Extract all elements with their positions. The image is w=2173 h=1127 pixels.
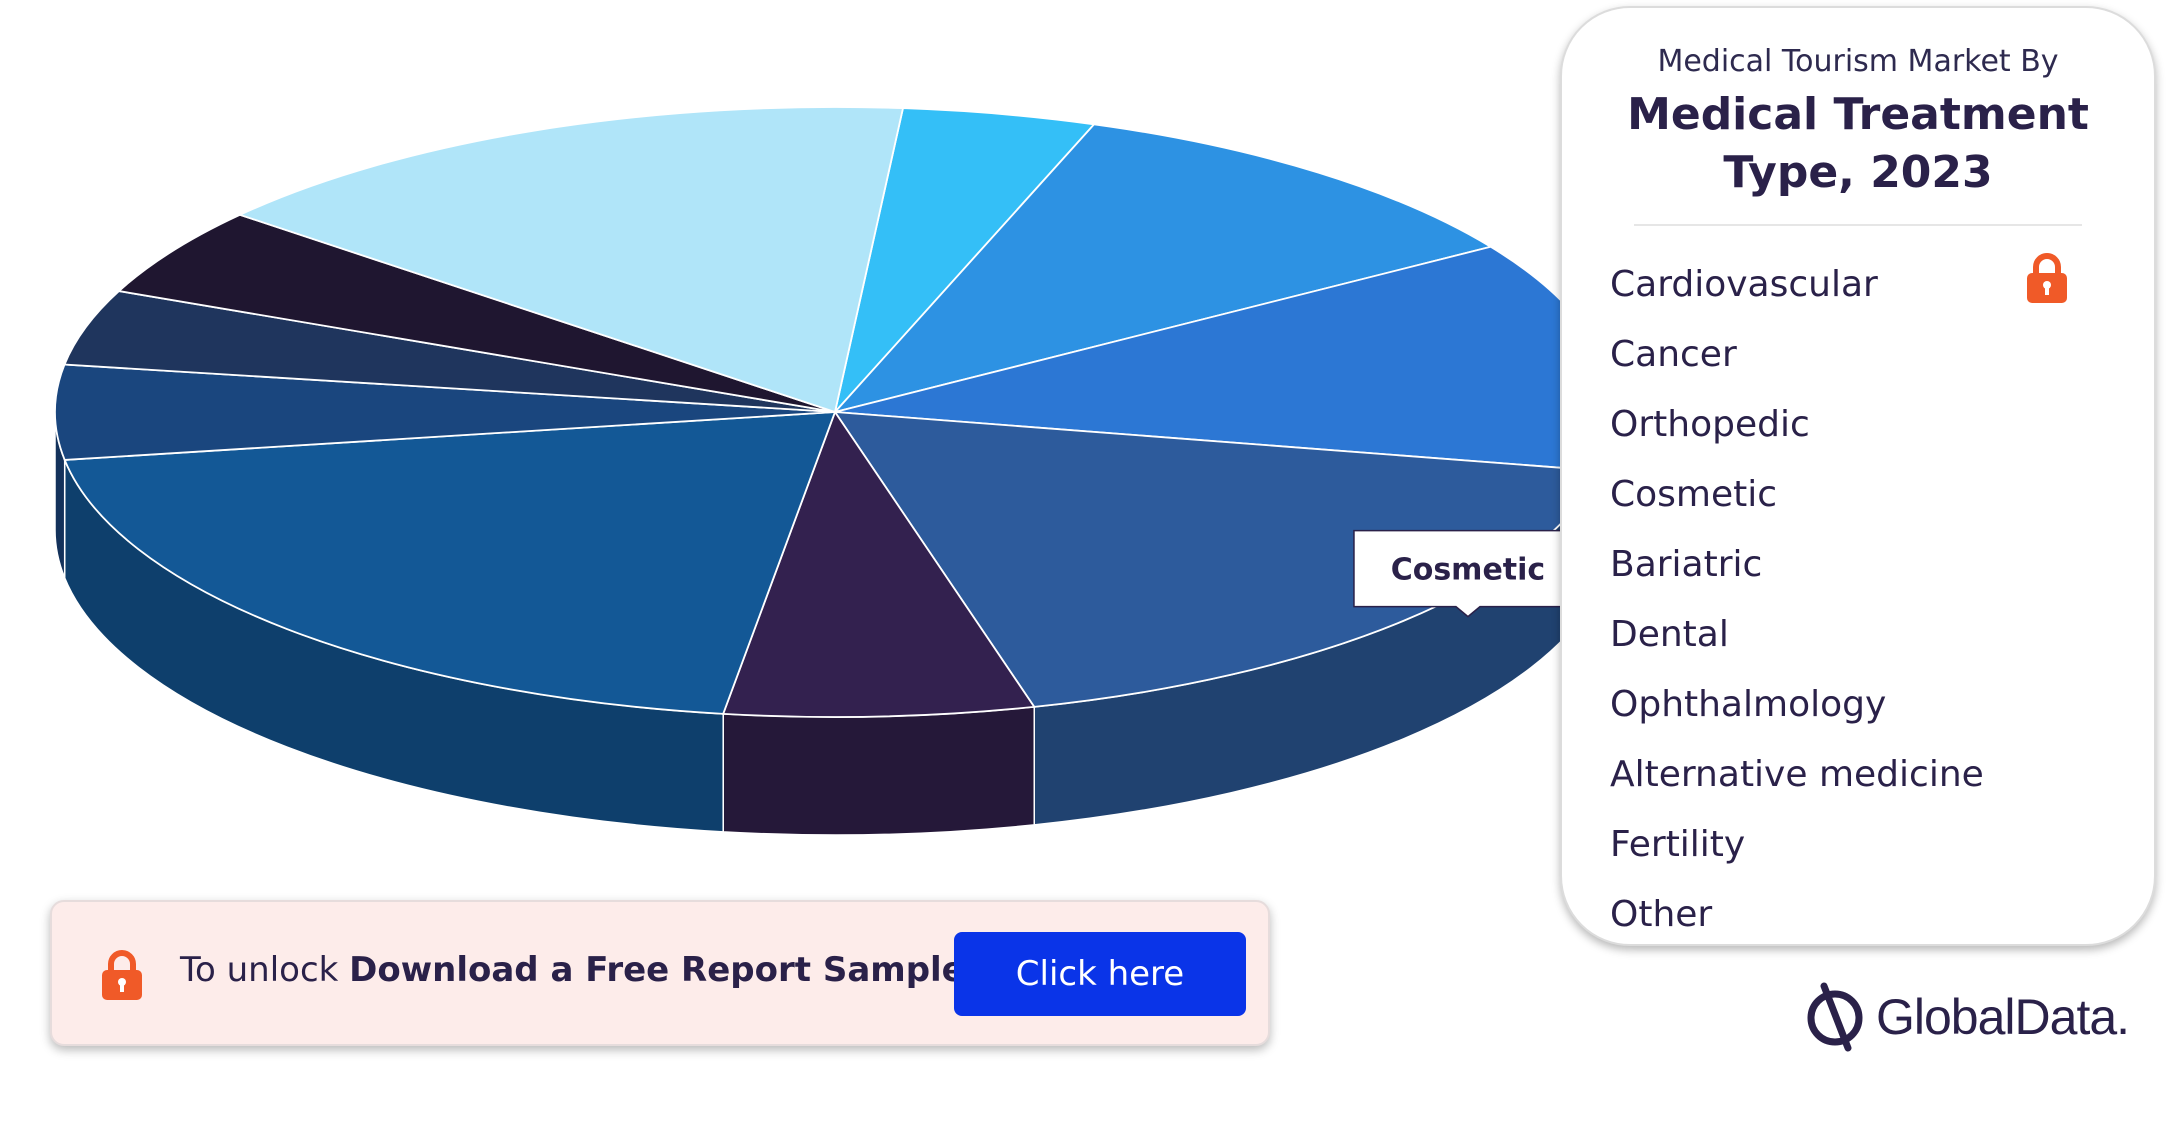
callout-cosmetic: Cosmetic [1353,529,1583,618]
pie-slice-other[interactable] [237,106,905,414]
globaldata-logo-icon [1804,982,1866,1056]
legend-title: Medical Treatment Type, 2023 [1627,89,2089,198]
legend-item-alternative-medicine[interactable]: Alternative medicine [1610,754,1984,795]
banner-prefix: To unlock [180,950,339,990]
pie-slice-fertility[interactable] [116,213,836,413]
brand-name: GlobalData. [1876,989,2130,1045]
legend-item-fertility[interactable]: Fertility [1610,824,1746,865]
legend-item-other[interactable]: Other [1610,894,1713,935]
legend-item-dental[interactable]: Dental [1610,614,1729,655]
legend-item-bariatric[interactable]: Bariatric [1610,544,1763,585]
pie-slice-dental[interactable] [63,411,837,715]
banner-text: To unlock Download a Free Report Sample [180,950,965,990]
legend-item-cosmetic[interactable]: Cosmetic [1610,474,1778,515]
padlock-icon[interactable] [2024,252,2070,308]
banner-emphasis: Download a Free Report Sample [349,950,965,990]
legend-divider [1634,224,2082,226]
legend-item-orthopedic[interactable]: Orthopedic [1610,404,1810,445]
legend-list: Cardiovascular Cancer Orthopedic Cosmeti… [1610,253,1984,953]
pie-slice-ophthalmology[interactable] [54,363,836,461]
pie-slice-bariatric[interactable] [721,410,1036,718]
unlock-banner: To unlock Download a Free Report Sample … [50,900,1270,1046]
pie-slice-alternative-medicine[interactable] [63,290,836,413]
legend-item-cardiovascular[interactable]: Cardiovascular [1610,264,1878,305]
legend-panel: Medical Tourism Market By Medical Treatm… [1560,6,2156,946]
legend-item-cancer[interactable]: Cancer [1610,334,1737,375]
legend-subtitle: Medical Tourism Market By [1657,44,2059,79]
padlock-icon [100,949,144,1005]
click-here-button[interactable]: Click here [954,932,1246,1016]
pie-side-bariatric [722,706,1035,836]
callout-label: Cosmetic [1391,553,1546,588]
pie-slice-cardiovascular[interactable] [833,107,1096,416]
legend-item-ophthalmology[interactable]: Ophthalmology [1610,684,1887,725]
pie-slice-cancer[interactable] [832,123,1493,414]
